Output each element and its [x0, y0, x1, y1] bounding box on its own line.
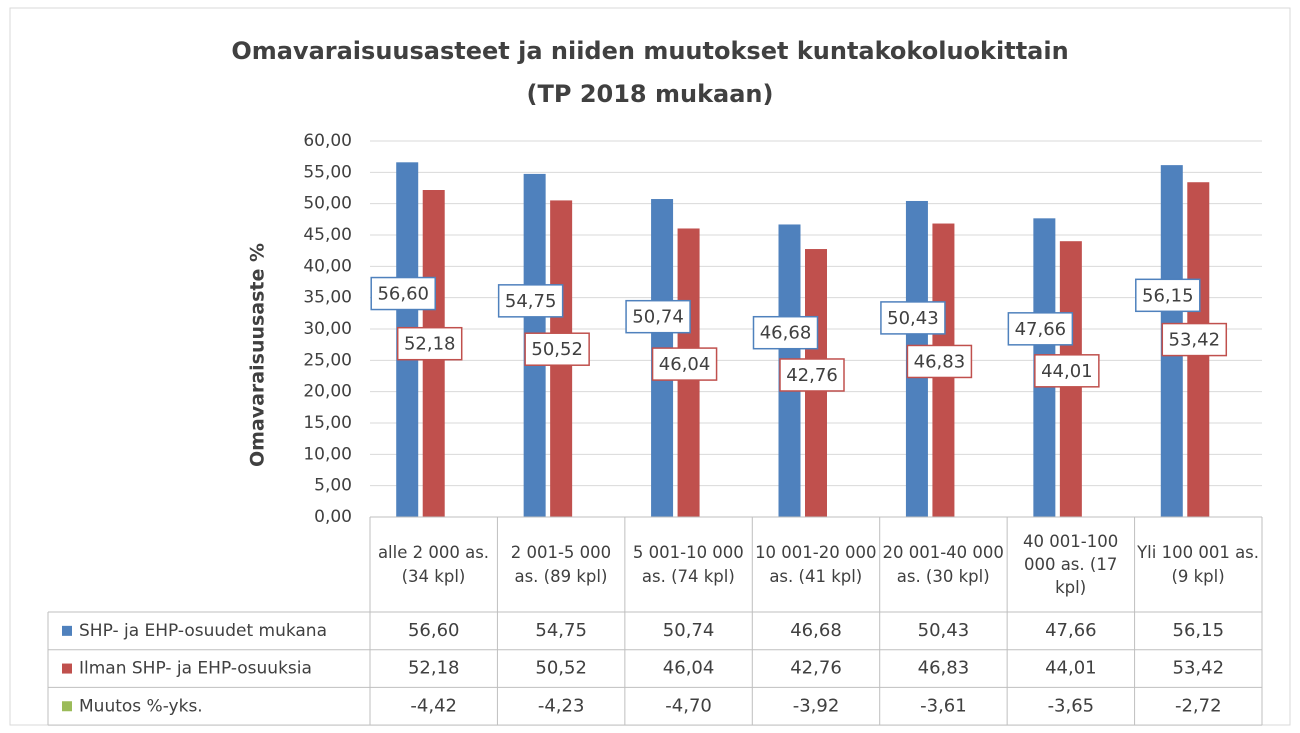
table-cell: 46,68: [790, 620, 842, 641]
y-tick-label: 30,00: [303, 319, 352, 339]
table-cell: 50,43: [918, 620, 970, 641]
table-cell: -3,65: [1048, 695, 1095, 716]
data-label-box: [370, 276, 436, 311]
y-tick-label: 35,00: [303, 288, 352, 308]
data-label: 46,83: [914, 351, 966, 372]
category-cell: alle 2 000 as. (34 kpl): [377, 543, 490, 586]
table-cell: 42,76: [790, 658, 842, 679]
data-label: 44,01: [1041, 361, 1093, 382]
table-cell: 46,04: [663, 658, 715, 679]
data-label: 50,52: [531, 339, 583, 360]
category-cell: 40 001-100 000 as. (17 kpl): [1023, 531, 1119, 598]
table-cell: 46,83: [918, 658, 970, 679]
data-label: 54,75: [505, 291, 557, 312]
data-label-box: [880, 301, 946, 335]
data-label-box: [625, 299, 691, 334]
data-label: 47,66: [1015, 319, 1067, 340]
category-cell: Yli 100 001 as. (9 kpl): [1137, 543, 1260, 586]
category-cell: 5 001-10 000 as. (74 kpl): [632, 543, 744, 586]
table-cell: -4,70: [665, 695, 712, 716]
data-label-box: [1007, 312, 1074, 346]
data-label: 56,15: [1142, 285, 1194, 306]
data-label: 53,42: [1169, 330, 1221, 351]
category-cell: 10 001-20 000 as. (41 kpl): [755, 543, 877, 586]
table-cell: 56,60: [408, 620, 460, 641]
category-cell: 20 001-40 000 as. (30 kpl): [882, 543, 1004, 586]
x-tick-label: 20 001-40 000 as. (30 kpl): [882, 543, 1004, 586]
legend-label: Muutos %-yks.: [79, 696, 203, 716]
data-label: 46,68: [760, 323, 812, 344]
legend-key: [62, 701, 72, 712]
data-label: 50,74: [632, 307, 684, 328]
y-axis-label: Omavaraisuusaste %: [247, 243, 269, 467]
y-tick-label: 0,00: [314, 507, 352, 527]
y-tick-label: 15,00: [303, 413, 352, 433]
y-tick-label: 5,00: [314, 476, 352, 496]
category-cell: 2 001-5 000 as. (89 kpl): [510, 543, 612, 586]
y-tick-label: 20,00: [303, 382, 352, 402]
legend-key: [62, 625, 72, 636]
legend-label: SHP- ja EHP-osuudet mukana: [79, 621, 327, 641]
data-label-box: [1034, 354, 1100, 388]
x-tick-label: 2 001-5 000 as. (89 kpl): [510, 543, 612, 586]
data-label: 56,60: [377, 284, 429, 305]
data-label-box: [752, 315, 819, 350]
y-tick-label: 40,00: [303, 256, 352, 276]
chart-subtitle: (TP 2018 mukaan): [527, 80, 774, 108]
table-cell: 50,52: [535, 658, 587, 679]
data-label-box: [396, 326, 463, 361]
data-label-box: [1161, 322, 1228, 357]
data-label-box: [906, 344, 973, 379]
y-tick-label: 45,00: [303, 225, 352, 245]
table-cell: -3,61: [920, 695, 967, 716]
data-label-box: [651, 347, 718, 381]
y-tick-label: 50,00: [303, 194, 352, 214]
y-tick-label: 10,00: [303, 444, 352, 464]
data-label: 52,18: [404, 334, 456, 355]
data-label: 46,04: [659, 354, 711, 375]
data-label-box: [497, 284, 564, 318]
legend-label: Ilman SHP- ja EHP-osuuksia: [79, 659, 312, 679]
legend-key: [62, 663, 72, 674]
y-tick-label: 25,00: [303, 350, 352, 370]
table-cell: 53,42: [1173, 658, 1225, 679]
x-tick-label: 10 001-20 000 as. (41 kpl): [755, 543, 877, 586]
table-cell: -4,23: [538, 695, 585, 716]
table-cell: 54,75: [535, 620, 587, 641]
x-tick-label: Yli 100 001 as. (9 kpl): [1137, 543, 1260, 586]
x-tick-label: 40 001-100 000 as. (17 kpl): [1023, 531, 1119, 598]
table-cell: 50,74: [663, 620, 715, 641]
data-label-box: [1135, 278, 1201, 313]
table-cell: 52,18: [408, 658, 460, 679]
table-cell: -2,72: [1175, 695, 1222, 716]
table-cell: 56,15: [1173, 620, 1225, 641]
x-tick-label: 5 001-10 000 as. (74 kpl): [632, 543, 744, 586]
table-cell: -3,92: [793, 695, 840, 716]
data-label-box: [524, 332, 590, 366]
data-label: 50,43: [887, 308, 939, 329]
x-tick-label: alle 2 000 as. (34 kpl): [377, 543, 490, 586]
y-tick-label: 60,00: [303, 131, 352, 151]
table-cell: -4,42: [410, 695, 457, 716]
table-cell: 47,66: [1045, 620, 1097, 641]
y-tick-label: 55,00: [303, 162, 352, 182]
data-label-box: [779, 358, 845, 392]
data-label: 42,76: [786, 365, 838, 386]
table-cell: 44,01: [1045, 658, 1097, 679]
chart-title: Omavaraisuusasteet ja niiden muutokset k…: [231, 37, 1068, 65]
